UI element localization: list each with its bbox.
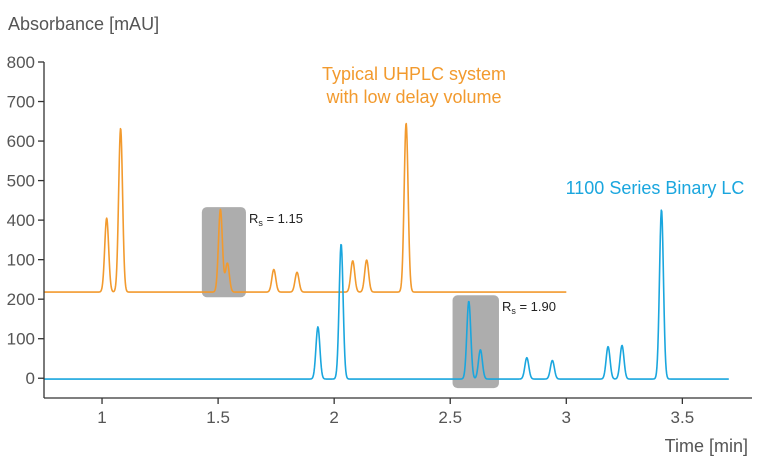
x-tick-label: 1.5 (206, 408, 230, 427)
resolution-box-2 (452, 295, 499, 389)
series-label-orange-line-2: with low delay volume (325, 87, 501, 107)
series-label-blue-line-1: 1100 Series Binary LC (566, 178, 745, 198)
x-axis-title: Time [min] (665, 436, 748, 456)
resolution-label-1: Rs = 1.15 (249, 211, 303, 228)
y-tick-label: 500 (7, 172, 35, 191)
y-tick-label: 200 (7, 290, 35, 309)
x-tick-label: 2.5 (438, 408, 462, 427)
y-tick-label: 700 (7, 93, 35, 112)
series-label-orange-line-1: Typical UHPLC system (322, 64, 506, 84)
y-tick-label: 600 (7, 132, 35, 151)
x-tick-label: 1 (97, 408, 106, 427)
resolution-box-1 (201, 207, 246, 298)
series-line-1 (43, 122, 567, 293)
series-line-2 (43, 209, 730, 380)
y-axis-title: Absorbance [mAU] (8, 14, 159, 34)
resolution-label-2: Rs = 1.90 (502, 299, 556, 316)
x-tick-label: 2 (329, 408, 338, 427)
y-tick-label: 800 (7, 53, 35, 72)
resolution-label-sub: s (511, 306, 516, 316)
resolution-label-value: = 1.90 (516, 299, 556, 314)
y-tick-label: 0 (26, 369, 35, 388)
y-tick-label: 100 (7, 251, 35, 270)
resolution-label-value: = 1.15 (263, 211, 303, 226)
x-tick-label: 3 (562, 408, 571, 427)
resolution-label-main: R (502, 299, 511, 314)
resolution-label-sub: s (258, 218, 263, 228)
y-tick-label: 400 (7, 211, 35, 230)
resolution-label-main: R (249, 211, 258, 226)
x-tick-label: 3.5 (671, 408, 695, 427)
y-tick-label: 100 (7, 330, 35, 349)
